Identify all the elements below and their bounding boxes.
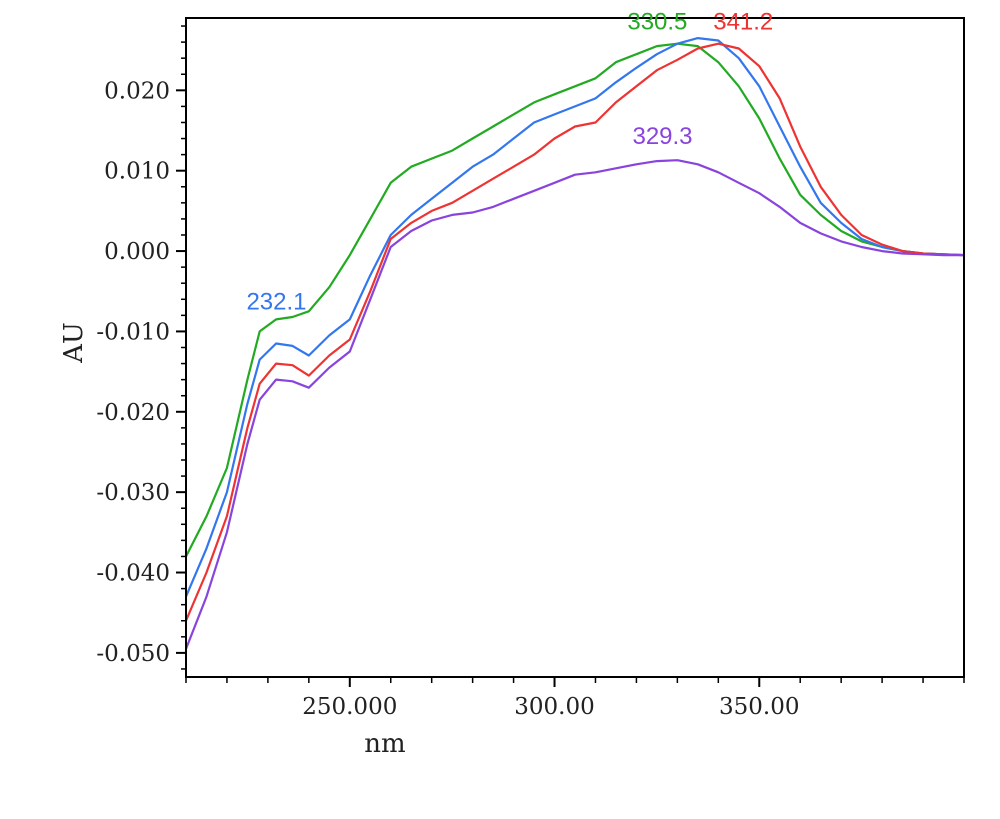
peak-label: 330.5 (627, 9, 687, 36)
x-axis-label: nm (364, 729, 405, 759)
y-tick-label: 0.010 (104, 159, 170, 185)
x-tick-label: 300.00 (514, 694, 594, 720)
series-line-3 (184, 42, 965, 622)
y-tick-label: 0.020 (104, 78, 170, 104)
x-axis-ticks: 250.000 300.00 350.00 (302, 677, 800, 720)
series-line-2 (184, 37, 965, 598)
y-tick-label: -0.020 (96, 400, 170, 426)
x-tick-label: 350.00 (719, 694, 799, 720)
series-group (184, 37, 965, 650)
peak-label: 232.1 (246, 288, 306, 315)
y-tick-label: 0.000 (104, 239, 170, 265)
series-line-1 (185, 42, 965, 557)
y-tick-label: -0.050 (96, 641, 170, 667)
plot-area-frame (185, 17, 965, 678)
peak-label: 329.3 (632, 123, 692, 150)
x-tick-label: 250.000 (302, 694, 397, 720)
peak-annotations: 232.1 330.5 341.2 329.3 (246, 9, 773, 316)
y-minor-ticks (181, 25, 186, 670)
y-tick-label: -0.030 (96, 480, 170, 506)
x-minor-ticks (185, 677, 965, 683)
peak-label: 341.2 (713, 9, 773, 36)
y-tick-label: -0.010 (96, 319, 170, 345)
y-tick-label: -0.040 (96, 561, 170, 587)
y-axis-ticks: -0.050 -0.040 -0.030 -0.020 -0.010 0.000 0.010… (96, 78, 186, 667)
series-line-4 (184, 159, 964, 650)
y-axis-label: AU (59, 322, 89, 364)
